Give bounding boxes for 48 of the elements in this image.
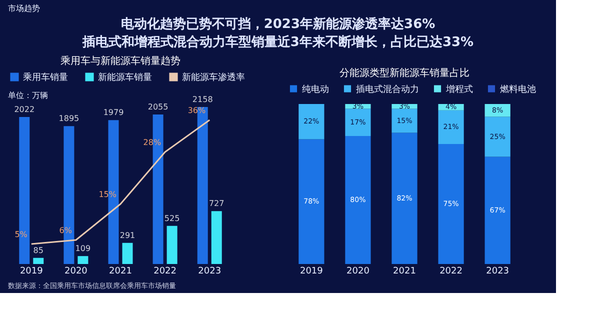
x-tick-label: 2020	[64, 266, 88, 276]
data-label: 85	[33, 246, 44, 255]
text: 电动化趋势已势不可挡，2023年新能源渗透率达36%	[120, 16, 436, 32]
bar	[166, 226, 178, 264]
text: 单位：万辆	[8, 91, 48, 100]
x-tick-label: 2021	[109, 266, 132, 276]
data-label: 2055	[148, 102, 168, 112]
x-tick-label: 2021	[393, 266, 416, 276]
x-tick-label: 2020	[346, 266, 370, 276]
data-label: 109	[75, 244, 91, 254]
legend-label: 纯电动	[302, 84, 329, 95]
bar	[392, 108, 418, 133]
bar	[298, 139, 324, 264]
legend-label: 乘用车销量	[23, 72, 68, 83]
bar	[298, 104, 324, 140]
data-label: 1979	[103, 108, 124, 118]
legend-label: 插电式混合动力	[356, 84, 419, 95]
bar	[392, 132, 418, 264]
legend-label: 燃料电池	[500, 84, 536, 95]
x-tick-label: 2023	[198, 266, 222, 276]
chart-title: 分能源类型新能源车销量占比	[340, 67, 470, 79]
text: 市场趋势	[8, 4, 40, 13]
bar	[438, 144, 464, 264]
bar	[484, 116, 510, 157]
data-label: 525	[164, 214, 180, 223]
text: 插电式和增程式混合动力车型销量近3年来不断增长，占比已达33%	[81, 34, 474, 50]
bar	[78, 256, 88, 264]
x-tick-label: 2023	[486, 266, 510, 276]
bar	[33, 258, 44, 264]
legend-label: 增程式	[445, 84, 473, 95]
legend-label: 新能源车渗透率	[182, 72, 245, 83]
bar	[122, 242, 133, 264]
data-label: 727	[208, 199, 224, 208]
bar	[345, 108, 371, 136]
data-label: 291	[120, 230, 136, 240]
bar	[211, 211, 222, 264]
x-tick-label: 2022	[440, 266, 462, 276]
data-label: 2158	[192, 95, 213, 104]
bar	[484, 156, 510, 264]
x-tick-label: 2022	[154, 266, 177, 276]
bar	[345, 136, 371, 264]
legend-label: 新能源车销量	[98, 72, 152, 83]
x-tick-label: 2019	[300, 266, 324, 276]
data-label: 2022	[14, 104, 35, 114]
bar	[438, 110, 464, 144]
chart-title: 乘用车与新能源车销量趋势	[60, 55, 180, 67]
x-tick-label: 2019	[20, 266, 44, 276]
data-label: 1895	[58, 114, 80, 124]
